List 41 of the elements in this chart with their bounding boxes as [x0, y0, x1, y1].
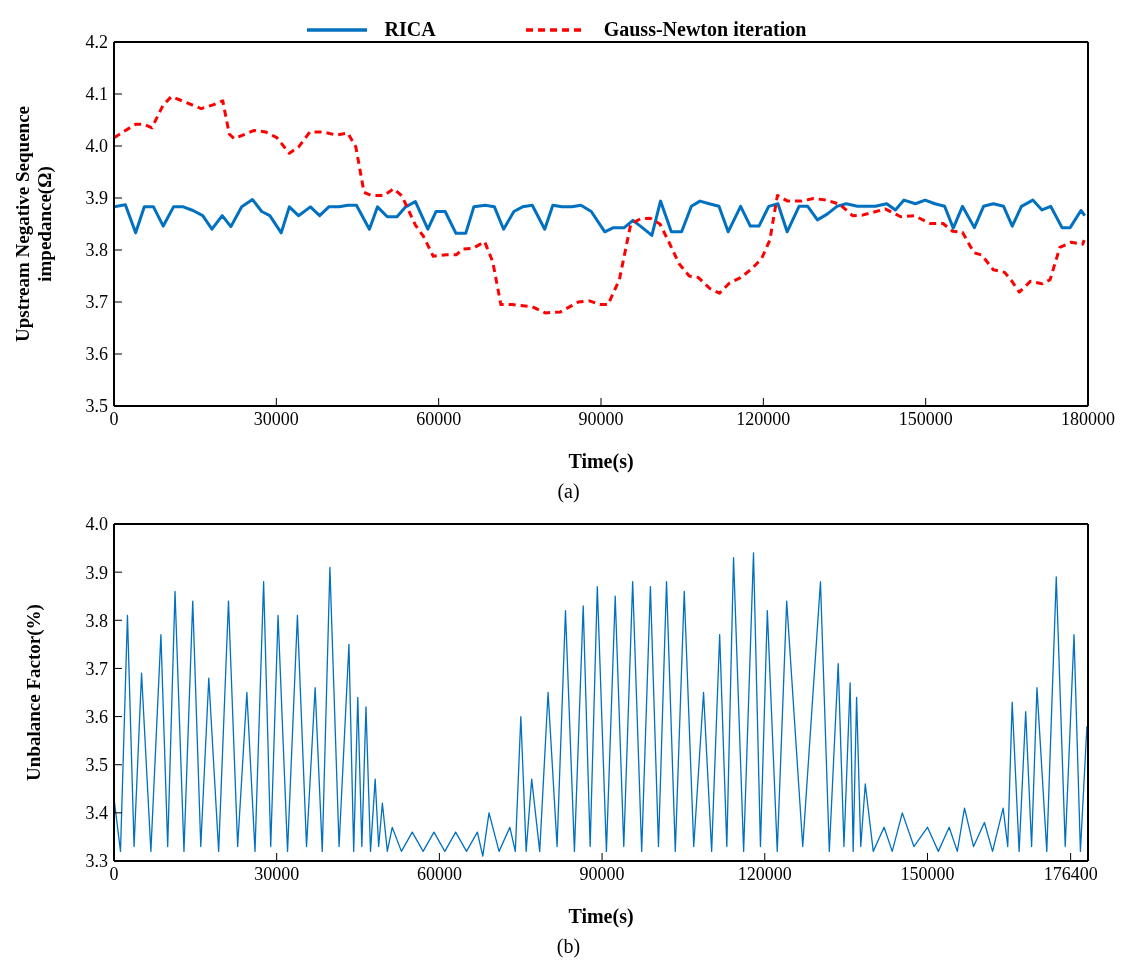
x-tick-label: 176400: [1043, 863, 1098, 884]
y-tick-label: 3.5: [85, 755, 108, 776]
y-tick-label: 3.6: [85, 706, 108, 727]
y-axis-title: Upstream Negative Sequence impedance(Ω): [12, 105, 56, 343]
line-series: [114, 552, 1088, 857]
x-tick-label: 30000: [254, 863, 300, 884]
y-tick-label: 3.4: [85, 803, 108, 824]
line-series: [114, 95, 1086, 315]
line-series: [114, 198, 1087, 237]
y-tick-label: 3.6: [85, 344, 108, 365]
x-tick-label: 120000: [736, 408, 791, 429]
x-tick-label: 60000: [416, 408, 462, 429]
y-axis-title: Unbalance Factor(%): [23, 604, 45, 781]
x-tick-label: 150000: [900, 863, 955, 884]
x-tick-label: 150000: [898, 408, 953, 429]
y-tick-label: 3.8: [85, 240, 108, 261]
y-tick-label: 3.8: [85, 610, 108, 631]
text: (a): [556, 480, 581, 503]
y-tick-label: 3.7: [85, 658, 108, 679]
x-tick-label: 90000: [579, 863, 625, 884]
x-axis-title: Time(s): [568, 450, 634, 473]
text: (b): [555, 935, 582, 958]
y-tick-label: 4.0: [85, 514, 108, 535]
legend-label: RICA: [384, 18, 436, 41]
x-tick-label: 0: [109, 408, 119, 429]
y-tick-label: 4.2: [85, 32, 108, 53]
y-tick-label: 4.0: [85, 136, 108, 157]
y-tick-label: 4.1: [85, 84, 108, 105]
legend-label: Gauss-Newton iteration: [603, 18, 807, 41]
y-tick-label: 3.3: [85, 851, 108, 872]
y-tick-label: 3.9: [85, 562, 108, 583]
x-tick-label: 0: [109, 863, 119, 884]
x-tick-label: 180000: [1061, 408, 1115, 429]
x-tick-label: 30000: [253, 408, 299, 429]
x-axis-title: Time(s): [568, 905, 634, 928]
x-tick-label: 60000: [416, 863, 462, 884]
y-tick-label: 3.9: [85, 188, 108, 209]
x-tick-label: 120000: [737, 863, 792, 884]
y-tick-label: 3.5: [85, 396, 108, 417]
y-tick-label: 3.7: [85, 292, 108, 313]
x-tick-label: 90000: [578, 408, 624, 429]
